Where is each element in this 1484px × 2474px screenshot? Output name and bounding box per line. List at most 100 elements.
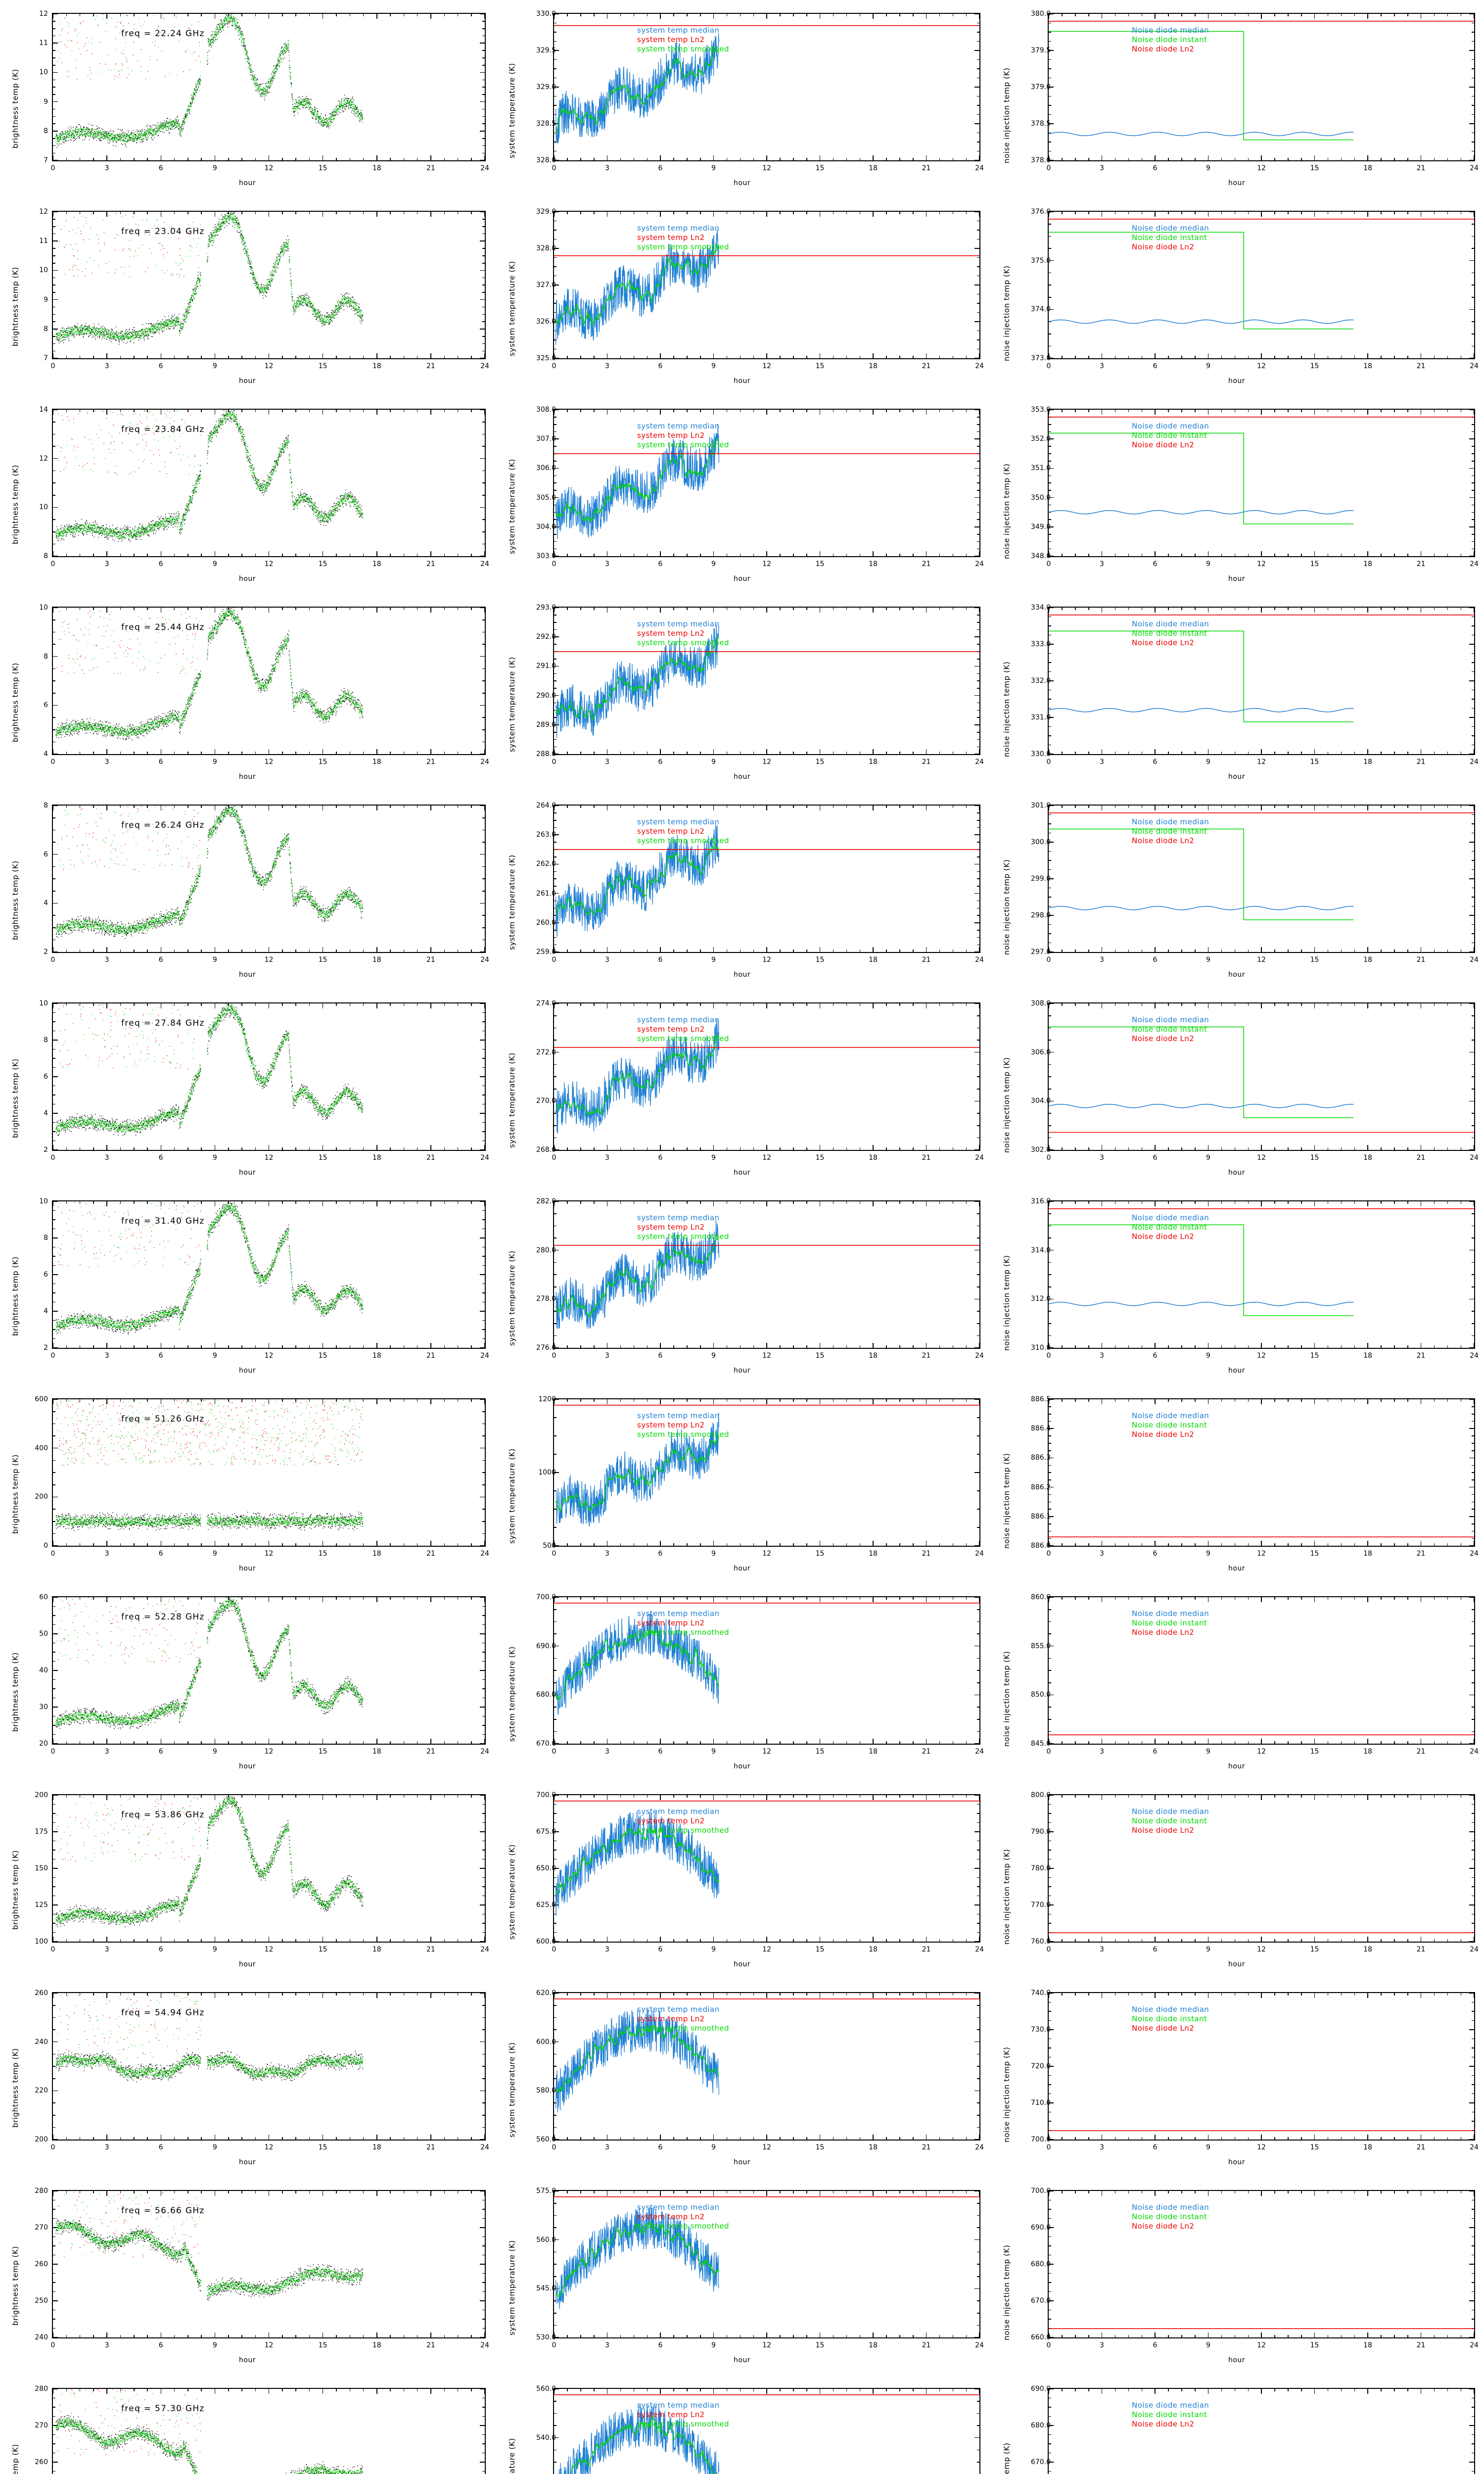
y-minor-tick [53, 680, 55, 681]
plot-area-systemp [553, 1002, 980, 1151]
x-major-tick [376, 608, 377, 613]
y-tick-label: 264.0 [536, 802, 556, 809]
y-tick-label: 12 [39, 454, 48, 463]
x-minor-tick [1341, 554, 1342, 556]
x-major-tick [52, 749, 53, 754]
x-minor-tick [390, 752, 391, 754]
y-tick-label: 334.0 [1030, 604, 1051, 612]
x-axis-label-noisediode: hour [1228, 377, 1246, 385]
legend-item-0: system temp median [637, 1015, 720, 1024]
x-tick-label: 9 [711, 1550, 716, 1558]
y-tick-label: 260.0 [536, 918, 556, 927]
x-tick-label: 6 [158, 1748, 163, 1756]
x-tick-label: 15 [318, 560, 327, 568]
x-tick-label: 18 [869, 2143, 878, 2151]
x-minor-tick [939, 356, 940, 358]
legend-item-0: system temp median [637, 619, 720, 628]
x-tick-label: 0 [50, 758, 55, 766]
plot-area-noisediode [1048, 211, 1475, 359]
x-tick-label: 18 [869, 362, 878, 370]
y-minor-tick [977, 220, 979, 222]
y-tick-label: 329.0 [536, 208, 556, 216]
x-tick-label: 21 [922, 560, 931, 568]
y-minor-tick [1049, 482, 1051, 483]
brightness-green-points [55, 15, 364, 143]
y-minor-tick [1049, 41, 1051, 42]
x-minor-tick [201, 356, 202, 358]
x-minor-tick [1141, 14, 1143, 16]
x-tick-label: 24 [1470, 1550, 1479, 1558]
x-minor-tick [1221, 212, 1222, 214]
x-tick-label: 3 [605, 1352, 609, 1360]
x-major-tick [1474, 14, 1475, 19]
y-tick-label: 560.0 [536, 2385, 556, 2393]
x-minor-tick [1301, 158, 1302, 160]
y-minor-tick [977, 230, 979, 231]
x-minor-tick [403, 410, 405, 412]
x-tick-label: 9 [212, 362, 217, 370]
x-minor-tick [1288, 212, 1289, 214]
x-axis-label-noisediode: hour [1228, 1762, 1246, 1770]
x-minor-tick [174, 14, 175, 16]
x-tick-label: 9 [711, 758, 716, 766]
legend-item-2: Noise diode Ln2 [1132, 242, 1195, 252]
legend-item-2: system temp smoothed [637, 2420, 729, 2429]
y-tick-label: 274.0 [536, 999, 556, 1007]
x-tick-label: 18 [869, 758, 878, 766]
x-minor-tick [886, 14, 887, 16]
x-major-tick [766, 353, 767, 358]
brightness-black-points [55, 1597, 364, 1729]
y-major-tick [480, 458, 485, 459]
x-tick-label: 15 [1310, 2143, 1319, 2151]
outlier-green-dots [58, 410, 199, 475]
legend-item-0: Noise diode median [1132, 26, 1209, 35]
legend-item-2: system temp smoothed [637, 1034, 729, 1044]
y-major-tick [1049, 358, 1054, 359]
x-tick-label: 18 [372, 164, 381, 172]
x-major-tick [268, 749, 270, 754]
y-minor-tick [482, 433, 485, 435]
x-major-tick [268, 14, 270, 19]
x-tick-label: 18 [869, 1352, 878, 1360]
x-major-tick [713, 14, 714, 19]
x-tick-label: 15 [815, 2143, 825, 2151]
y-minor-tick [482, 470, 485, 472]
x-tick-label: 12 [264, 1352, 274, 1360]
x-tick-label: 3 [104, 1946, 109, 1953]
y-minor-tick [977, 303, 979, 304]
y-tick-label: 7 [44, 156, 48, 164]
x-minor-tick [1221, 356, 1222, 358]
x-minor-tick [913, 356, 914, 358]
y-major-tick [974, 123, 979, 124]
x-major-tick [484, 551, 485, 556]
x-minor-tick [79, 608, 81, 610]
y-minor-tick [1049, 142, 1051, 143]
y-tick-label: 100 [35, 1938, 48, 1946]
x-minor-tick [952, 356, 954, 358]
x-minor-tick [1075, 356, 1076, 358]
x-tick-label: 9 [212, 560, 217, 568]
y-major-tick [1469, 556, 1474, 557]
legend-item-0: system temp median [637, 1411, 720, 1420]
x-minor-tick [295, 554, 296, 556]
x-minor-tick [93, 608, 94, 610]
x-major-tick [268, 410, 270, 415]
plot-area-brightness [52, 13, 486, 161]
x-minor-tick [833, 356, 834, 358]
y-minor-tick [554, 303, 556, 304]
x-minor-tick [471, 554, 472, 556]
y-major-tick [480, 754, 485, 755]
x-minor-tick [780, 410, 781, 412]
y-major-tick [53, 101, 58, 102]
x-minor-tick [1394, 14, 1395, 16]
x-tick-label: 24 [1470, 164, 1479, 172]
x-tick-label: 24 [1470, 2143, 1479, 2151]
y-tick-label: 282.0 [536, 1197, 556, 1205]
x-tick-label: 9 [1206, 164, 1210, 172]
x-tick-label: 24 [975, 956, 984, 964]
x-tick-label: 0 [552, 1748, 556, 1756]
x-minor-tick [363, 752, 364, 754]
panel-noisediode-row6: noise injection temp (K) 310.0 312.0 314.0 3… [989, 1188, 1484, 1385]
legend-systemp: system temp median system temp Ln2 system … [637, 26, 729, 54]
x-minor-tick [859, 410, 861, 412]
